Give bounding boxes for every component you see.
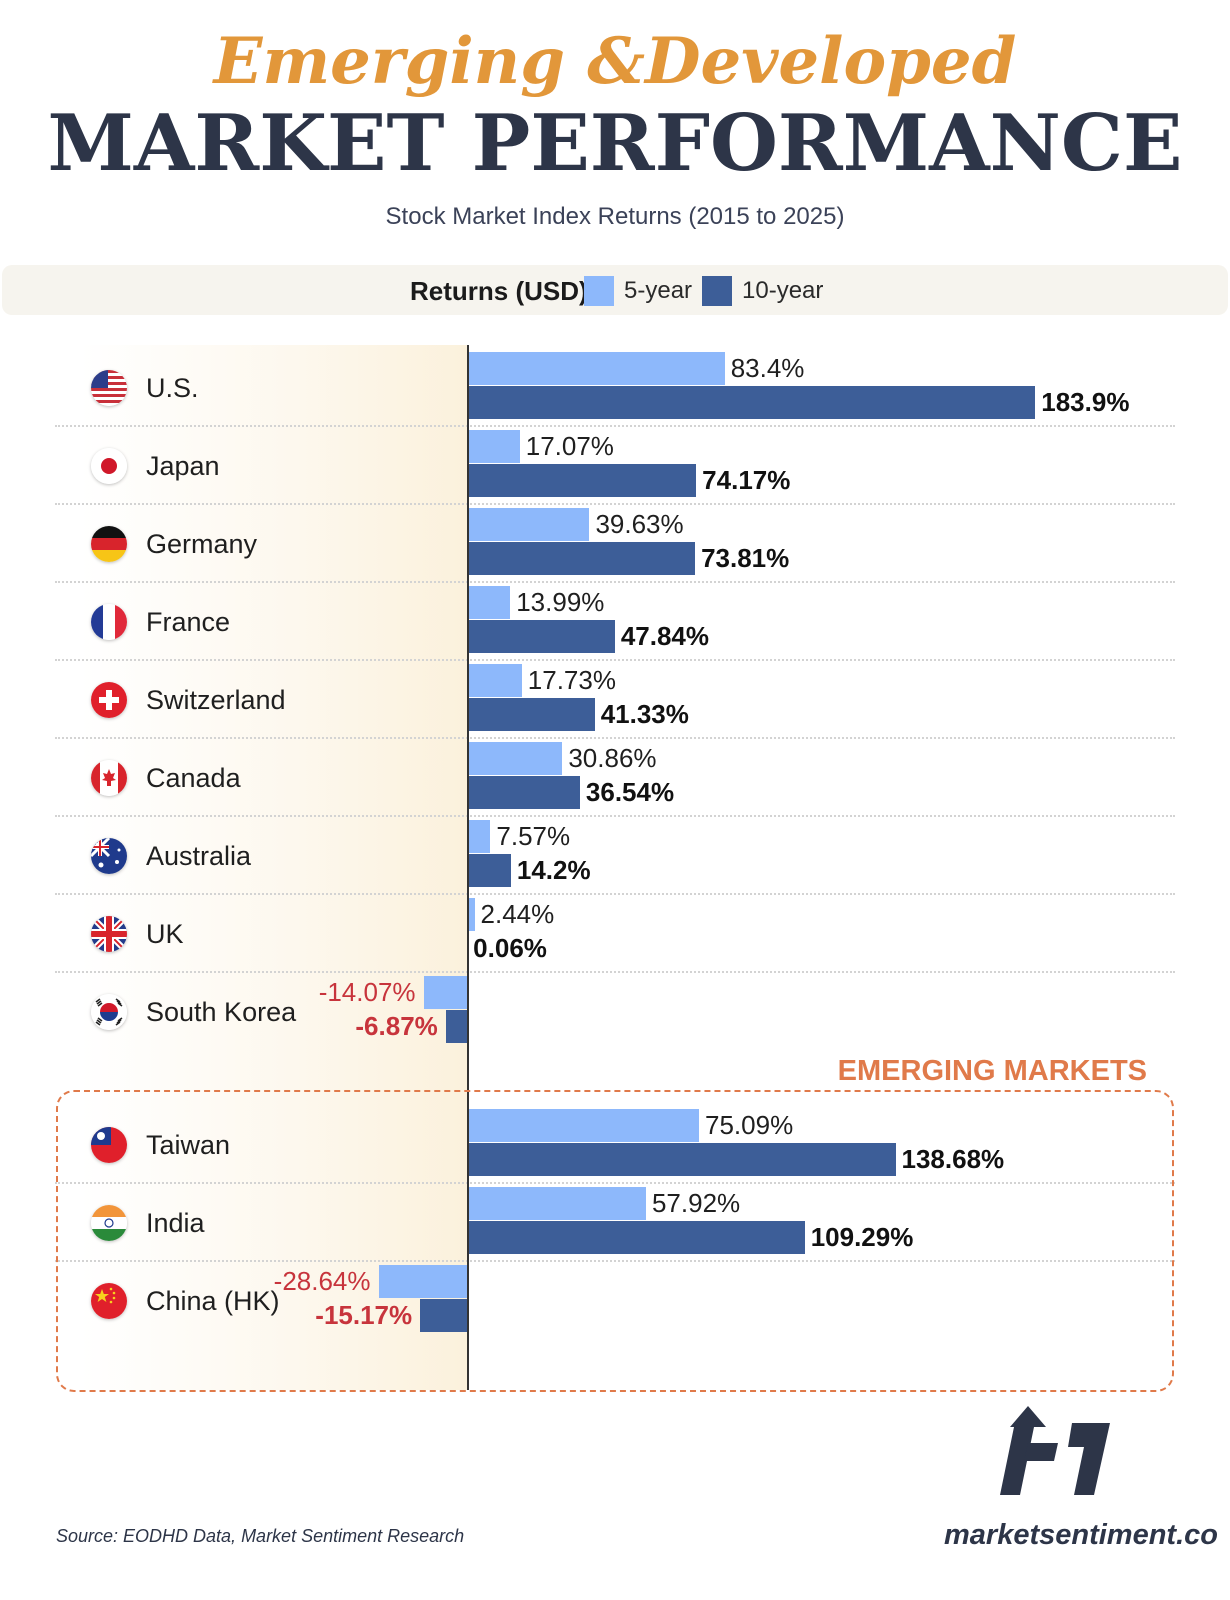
- category-label-u-s: U.S.: [146, 373, 199, 403]
- japan-flag-icon: [91, 448, 127, 484]
- data-label-australia-10-year: 14.2%: [516, 855, 591, 885]
- data-label-switzerland-10-year: 41.33%: [600, 699, 689, 729]
- bar-australia-10-year: [467, 854, 511, 887]
- bar-taiwan-5-year: [467, 1109, 700, 1142]
- south-korea-flag-icon: [91, 994, 127, 1030]
- category-band: [80, 345, 468, 1390]
- france-flag-icon: [91, 604, 127, 640]
- data-label-china-hk-5-year: -28.64%: [273, 1266, 371, 1296]
- category-label-japan: Japan: [146, 451, 220, 481]
- data-label-japan-10-year: 74.17%: [702, 465, 791, 495]
- uk-flag-icon: [91, 916, 127, 952]
- data-label-uk-10-year: 0.06%: [473, 933, 547, 963]
- bar-india-5-year: [467, 1187, 646, 1220]
- data-label-japan-5-year: 17.07%: [525, 431, 614, 461]
- row-separator: [55, 503, 1175, 505]
- data-label-canada-5-year: 30.86%: [568, 743, 657, 773]
- bar-france-5-year: [467, 586, 511, 619]
- row-separator: [55, 581, 1175, 583]
- category-label-south-korea: South Korea: [146, 997, 297, 1027]
- germany-flag-icon: [91, 526, 127, 562]
- data-label-germany-5-year: 39.63%: [595, 509, 684, 539]
- data-label-south-korea-10-year: -6.87%: [355, 1011, 438, 1041]
- data-label-canada-10-year: 36.54%: [585, 777, 675, 807]
- data-label-france-5-year: 13.99%: [516, 587, 605, 617]
- data-label-india-10-year: 109.29%: [810, 1222, 914, 1252]
- bar-china-hk-5-year: [378, 1265, 467, 1298]
- australia-flag-icon: [91, 838, 127, 874]
- row-separator: [55, 893, 1175, 895]
- row-separator: [55, 659, 1175, 661]
- bar-india-10-year: [467, 1221, 805, 1254]
- data-label-uk-5-year: 2.44%: [480, 899, 555, 929]
- data-label-u-s-5-year: 83.4%: [730, 353, 805, 383]
- row-separator: [55, 971, 1175, 973]
- bar-france-10-year: [467, 620, 615, 653]
- data-label-u-s-10-year: 183.9%: [1041, 387, 1130, 417]
- switzerland-flag-icon: [91, 682, 127, 718]
- canada-flag-icon: [91, 760, 127, 796]
- legend-swatch-10-year: [702, 276, 732, 306]
- row-separator: [55, 1182, 1175, 1184]
- row-separator: [55, 815, 1175, 817]
- brand-name: marketsentiment.co: [944, 1519, 1218, 1551]
- legend-swatch-5-year: [584, 276, 614, 306]
- data-label-france-10-year: 47.84%: [620, 621, 709, 651]
- data-label-switzerland-5-year: 17.73%: [527, 665, 616, 695]
- legend-bar: [2, 265, 1228, 315]
- bar-canada-10-year: [467, 776, 580, 809]
- bar-canada-5-year: [467, 742, 563, 775]
- legend-label-10-year: 10-year: [742, 277, 824, 304]
- data-label-taiwan-10-year: 138.68%: [901, 1144, 1005, 1174]
- bar-u-s-5-year: [467, 352, 725, 385]
- taiwan-flag-icon: [91, 1127, 127, 1163]
- row-separator: [55, 1260, 1175, 1262]
- bar-germany-5-year: [467, 508, 590, 541]
- emerging-markets-box: [56, 1090, 1174, 1392]
- data-label-taiwan-5-year: 75.09%: [705, 1110, 794, 1140]
- china-flag-icon: [91, 1283, 127, 1319]
- india-flag-icon: [91, 1205, 127, 1241]
- data-label-germany-10-year: 73.81%: [701, 543, 790, 573]
- data-label-china-hk-10-year: -15.17%: [315, 1300, 413, 1330]
- emerging-markets-label: EMERGING MARKETS: [837, 1055, 1147, 1087]
- title-top: Emerging &Developed: [213, 24, 1017, 99]
- zero-axis: [467, 345, 469, 1390]
- row-separator: [55, 737, 1175, 739]
- data-label-south-korea-5-year: -14.07%: [318, 977, 416, 1007]
- legend-title: Returns (USD): [410, 276, 588, 306]
- page-title: MARKET PERFORMANCE: [47, 98, 1183, 189]
- brand-logo-icon: [1000, 1406, 1110, 1495]
- bar-switzerland-5-year: [467, 664, 522, 697]
- category-label-india: India: [146, 1208, 205, 1238]
- data-label-australia-5-year: 7.57%: [496, 821, 571, 851]
- category-label-australia: Australia: [146, 841, 252, 871]
- category-label-taiwan: Taiwan: [146, 1130, 231, 1160]
- category-label-germany: Germany: [146, 529, 258, 559]
- bar-uk-5-year: [467, 898, 475, 931]
- category-label-china-hk: China (HK): [146, 1286, 280, 1316]
- bar-china-hk-10-year: [420, 1299, 467, 1332]
- source-note: Source: EODHD Data, Market Sentiment Res…: [56, 1526, 465, 1546]
- bar-taiwan-10-year: [467, 1143, 896, 1176]
- bar-germany-10-year: [467, 542, 696, 575]
- bar-japan-10-year: [467, 464, 697, 497]
- bar-south-korea-10-year: [445, 1010, 467, 1043]
- category-label-switzerland: Switzerland: [146, 685, 286, 715]
- subtitle: Stock Market Index Returns (2015 to 2025…: [385, 203, 845, 230]
- category-label-france: France: [146, 607, 231, 637]
- bar-south-korea-5-year: [423, 976, 467, 1009]
- us-flag-icon: [91, 370, 127, 406]
- bar-switzerland-10-year: [467, 698, 595, 731]
- category-label-uk: UK: [146, 919, 184, 949]
- category-label-canada: Canada: [146, 763, 241, 793]
- row-separator: [55, 425, 1175, 427]
- bar-australia-5-year: [467, 820, 491, 853]
- bar-japan-5-year: [467, 430, 520, 463]
- bar-u-s-10-year: [467, 386, 1036, 419]
- legend-label-5-year: 5-year: [624, 277, 693, 304]
- data-label-india-5-year: 57.92%: [651, 1188, 741, 1218]
